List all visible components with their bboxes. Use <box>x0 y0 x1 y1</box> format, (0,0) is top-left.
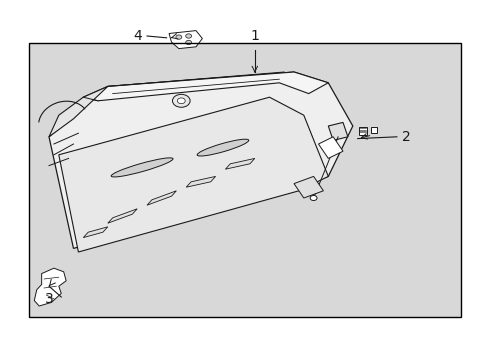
Polygon shape <box>49 86 108 137</box>
Polygon shape <box>83 72 328 101</box>
Polygon shape <box>147 191 176 205</box>
Polygon shape <box>328 122 348 140</box>
Circle shape <box>310 195 317 201</box>
Polygon shape <box>108 209 137 223</box>
Circle shape <box>176 35 182 39</box>
Bar <box>29 43 461 317</box>
Bar <box>359 127 367 135</box>
Ellipse shape <box>111 158 173 177</box>
Bar <box>371 127 377 133</box>
Circle shape <box>177 98 185 104</box>
Text: 3: 3 <box>45 292 53 306</box>
Polygon shape <box>318 137 343 158</box>
Polygon shape <box>34 268 66 306</box>
Polygon shape <box>169 31 202 49</box>
Polygon shape <box>49 72 353 248</box>
Polygon shape <box>186 176 216 187</box>
Circle shape <box>186 34 192 38</box>
Text: 4: 4 <box>133 29 142 43</box>
Polygon shape <box>294 176 323 198</box>
Polygon shape <box>225 158 255 169</box>
Circle shape <box>186 40 192 45</box>
Polygon shape <box>59 97 328 252</box>
Ellipse shape <box>197 139 249 156</box>
Text: 2: 2 <box>402 130 411 144</box>
Text: 1: 1 <box>250 29 259 43</box>
Circle shape <box>172 94 190 107</box>
Bar <box>29 43 461 317</box>
Polygon shape <box>83 227 108 238</box>
